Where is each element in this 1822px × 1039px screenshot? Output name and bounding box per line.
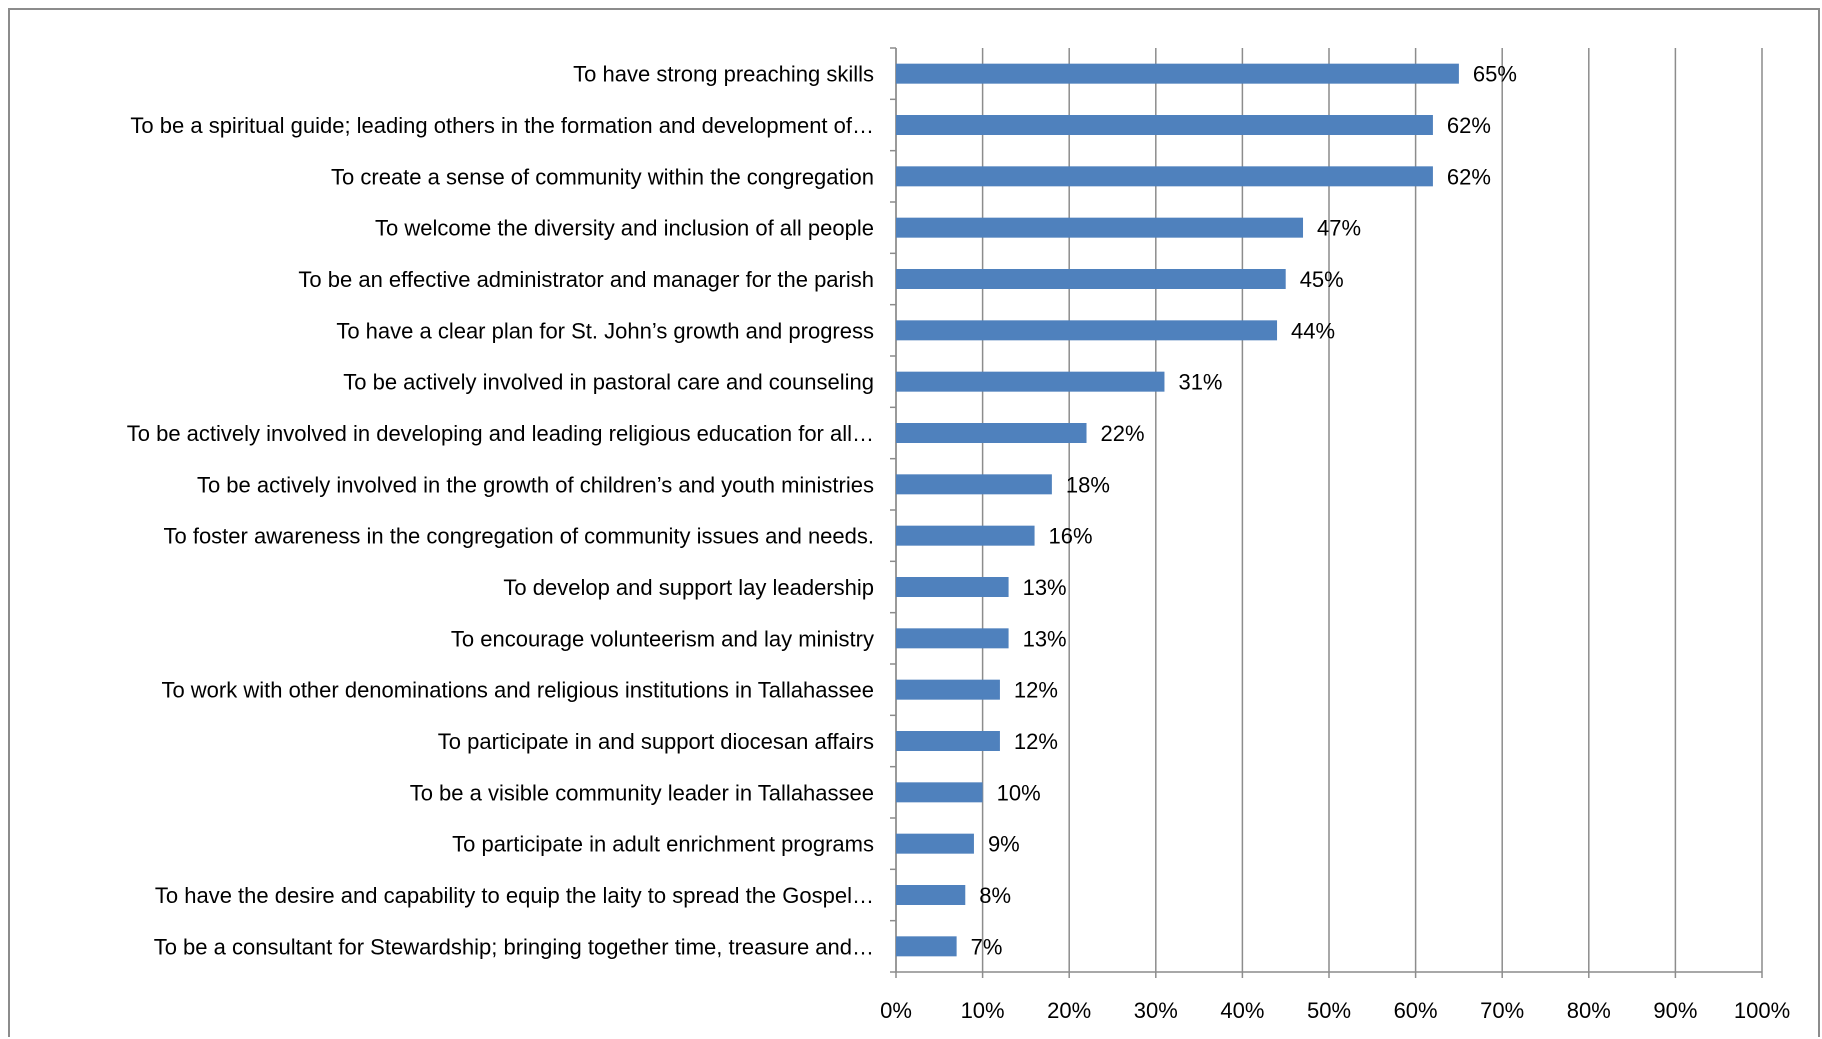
data-label: 45% [1300, 267, 1344, 292]
bar[interactable] [896, 320, 1278, 341]
data-label: 9% [988, 832, 1020, 857]
data-label: 7% [971, 934, 1003, 959]
category-label: To be an effective administrator and man… [298, 267, 874, 292]
data-label: 12% [1014, 678, 1058, 703]
x-tick-labels: 0% 10% 20% 30% 40% 50% 60% 70% 80% 90% 100% [880, 998, 1790, 1023]
bar[interactable] [896, 936, 957, 957]
data-label: 13% [1023, 575, 1067, 600]
category-label: To develop and support lay leadership [503, 575, 874, 600]
bar[interactable] [896, 269, 1286, 289]
x-tick-label: 70% [1480, 998, 1524, 1023]
category-label: To be a spiritual guide; leading others … [130, 113, 874, 138]
category-label: To create a sense of community within th… [331, 164, 874, 189]
category-label: To participate in adult enrichment progr… [452, 832, 874, 857]
data-label: 47% [1317, 216, 1361, 241]
data-label: 62% [1447, 164, 1491, 189]
x-tick-label: 30% [1134, 998, 1178, 1023]
x-tick-label: 10% [961, 998, 1005, 1023]
data-labels: 65% 62% 62% 47% 45% 44% 31% 22% 18% 16% 13% 13% 12% 1… [971, 62, 1517, 960]
bars [896, 63, 1459, 957]
bar[interactable] [896, 731, 1000, 751]
data-label: 16% [1049, 524, 1093, 549]
data-label: 62% [1447, 113, 1491, 138]
x-tick-label: 20% [1047, 998, 1091, 1023]
category-label: To be actively involved in developing an… [127, 421, 874, 446]
category-label: To have a clear plan for St. John’s grow… [336, 318, 874, 343]
bar[interactable] [896, 166, 1433, 187]
x-tick-label: 100% [1734, 998, 1790, 1023]
bar[interactable] [896, 833, 974, 854]
data-label: 44% [1291, 318, 1335, 343]
x-tick-label: 0% [880, 998, 912, 1023]
data-label: 10% [997, 780, 1041, 805]
category-label: To welcome the diversity and inclusion o… [375, 216, 874, 241]
data-label: 31% [1178, 370, 1222, 395]
category-label: To be a visible community leader in Tall… [410, 780, 874, 805]
bar[interactable] [896, 371, 1165, 392]
data-label: 12% [1014, 729, 1058, 754]
bar[interactable] [896, 679, 1000, 700]
bar[interactable] [896, 628, 1009, 649]
bar-chart: To have strong preaching skills To be a s… [127, 47, 1790, 1023]
category-label: To participate in and support diocesan a… [438, 729, 874, 754]
category-label: To be a consultant for Stewardship; brin… [154, 934, 874, 959]
chart-frame: To have strong preaching skills To be a s… [8, 8, 1820, 1037]
bar[interactable] [896, 782, 983, 803]
x-tick-label: 90% [1653, 998, 1697, 1023]
data-label: 65% [1473, 62, 1517, 87]
data-label: 8% [979, 883, 1011, 908]
category-labels: To have strong preaching skills To be a s… [127, 62, 874, 960]
category-label: To foster awareness in the congregation … [163, 524, 874, 549]
x-tick-label: 60% [1394, 998, 1438, 1023]
x-tick-label: 50% [1307, 998, 1351, 1023]
data-label: 22% [1101, 421, 1145, 446]
bar[interactable] [896, 217, 1304, 238]
bar[interactable] [896, 63, 1459, 84]
category-label: To have strong preaching skills [573, 62, 874, 87]
data-label: 18% [1066, 472, 1110, 497]
x-tick-label: 80% [1567, 998, 1611, 1023]
bar[interactable] [896, 115, 1433, 135]
category-label: To be actively involved in the growth of… [197, 472, 874, 497]
category-label: To be actively involved in pastoral care… [343, 370, 874, 395]
category-axis [890, 47, 1763, 978]
bar[interactable] [896, 474, 1052, 495]
gridlines [895, 48, 1763, 972]
category-label: To encourage volunteerism and lay minist… [451, 626, 874, 651]
data-label: 13% [1023, 626, 1067, 651]
category-label: To have the desire and capability to equ… [155, 883, 874, 908]
bar[interactable] [896, 577, 1009, 597]
bar[interactable] [896, 885, 966, 905]
bar[interactable] [896, 525, 1035, 546]
bar[interactable] [896, 423, 1087, 443]
x-tick-label: 40% [1220, 998, 1264, 1023]
category-label: To work with other denominations and rel… [161, 678, 874, 703]
